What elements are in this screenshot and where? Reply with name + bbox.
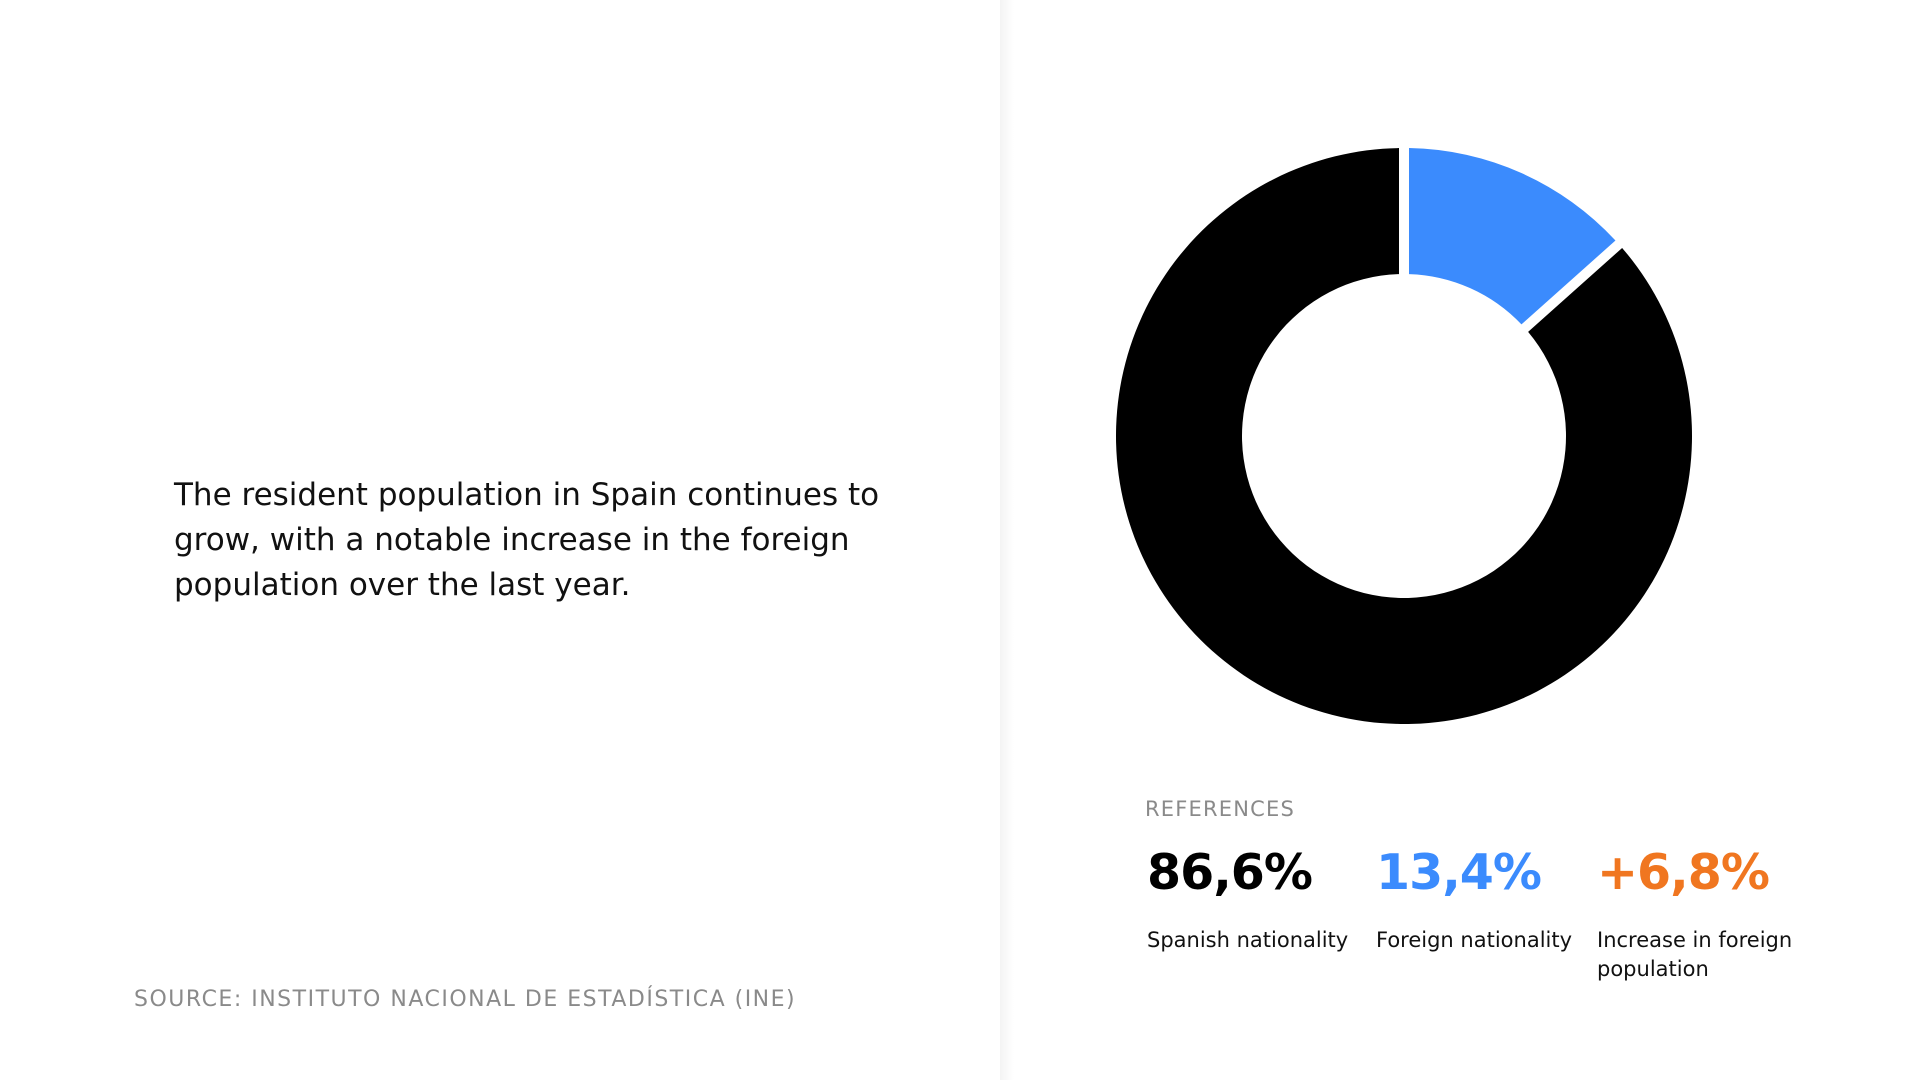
reference-spanish: 86,6% Spanish nationality (1147, 840, 1357, 955)
reference-value-spanish: 86,6% (1147, 844, 1313, 901)
summary-text: The resident population in Spain continu… (174, 477, 880, 603)
panel-divider (1000, 0, 1014, 1080)
donut-slice-foreign-nationality (1408, 148, 1616, 325)
references-title: REFERENCES (1145, 797, 1296, 821)
reference-value-foreign: 13,4% (1376, 844, 1542, 901)
source-note: SOURCE: INSTITUTO NACIONAL DE ESTADÍSTIC… (134, 987, 797, 1012)
reference-value-increase: +6,8% (1597, 844, 1770, 901)
reference-increase: +6,8% Increase in foreign population (1597, 840, 1807, 984)
left-panel: The resident population in Spain continu… (134, 477, 880, 1012)
reference-label-spanish: Spanish nationality (1147, 928, 1349, 952)
donut-slice-spanish-nationality (1116, 148, 1692, 724)
reference-foreign: 13,4% Foreign nationality (1376, 840, 1576, 955)
reference-label-foreign: Foreign nationality (1376, 928, 1573, 952)
reference-label-increase: Increase in foreign population (1597, 928, 1793, 981)
donut-chart (1116, 148, 1692, 724)
